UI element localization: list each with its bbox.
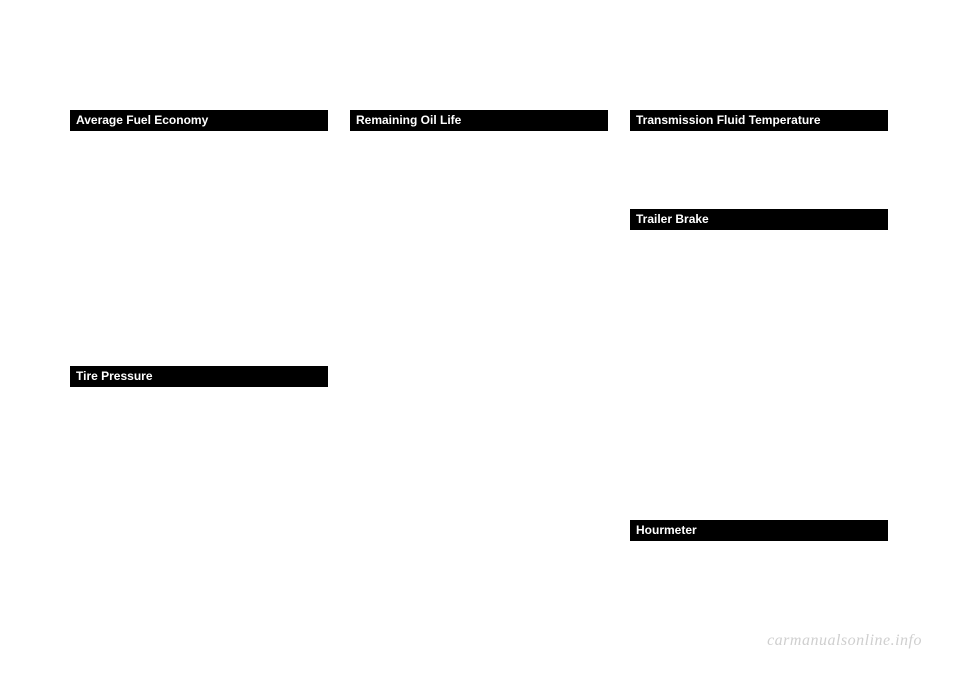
heading-trans-fluid-temp: Transmission Fluid Temperature [630, 110, 888, 131]
heading-hourmeter: Hourmeter [630, 520, 888, 541]
heading-trailer-brake: Trailer Brake [630, 209, 888, 230]
column-right: Transmission Fluid Temperature Trailer B… [630, 110, 888, 541]
heading-tire-pressure: Tire Pressure [70, 366, 328, 387]
watermark-text: carmanualsonline.info [767, 632, 922, 650]
heading-avg-fuel-economy: Average Fuel Economy [70, 110, 328, 131]
column-left: Average Fuel Economy Tire Pressure [70, 110, 328, 541]
column-middle: Remaining Oil Life [350, 110, 608, 541]
heading-remaining-oil-life: Remaining Oil Life [350, 110, 608, 131]
spacer [630, 131, 888, 209]
page-content: Average Fuel Economy Tire Pressure Remai… [70, 110, 890, 541]
spacer [70, 131, 328, 366]
spacer [630, 230, 888, 520]
